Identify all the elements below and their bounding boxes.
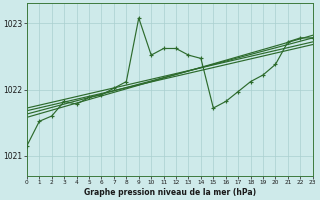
X-axis label: Graphe pression niveau de la mer (hPa): Graphe pression niveau de la mer (hPa) <box>84 188 256 197</box>
